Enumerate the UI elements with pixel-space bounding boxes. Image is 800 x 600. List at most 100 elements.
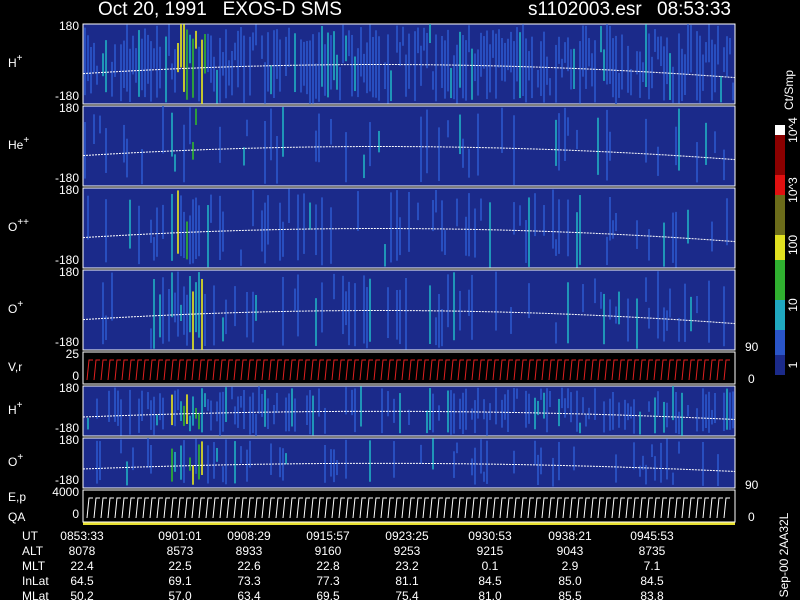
spectrum-streak	[513, 388, 515, 413]
spectrum-streak	[534, 193, 536, 237]
spectrum-streak	[225, 299, 227, 335]
spectrum-streak	[234, 406, 236, 425]
spectrum-streak	[438, 294, 440, 348]
spectrum-streak	[390, 192, 392, 263]
spectrum-streak	[699, 35, 701, 103]
spectrum-streak	[198, 444, 200, 480]
row-label: ALT	[22, 544, 44, 558]
panel-label: V,r	[8, 360, 22, 374]
y-tick-label: 0	[72, 369, 79, 383]
cb-cell	[775, 235, 785, 260]
spectrum-streak	[345, 291, 347, 326]
spectrum-streak	[648, 401, 650, 412]
spectrum-streak	[105, 128, 107, 173]
spectrum-streak	[378, 36, 380, 101]
spectrum-streak	[174, 451, 176, 472]
spectrum-streak	[249, 36, 251, 96]
table-cell: 77.3	[316, 574, 340, 588]
spectrum-streak	[93, 42, 95, 73]
spectrum-streak	[471, 274, 473, 340]
spectrum-streak	[375, 30, 377, 98]
spectrum-streak	[147, 438, 149, 468]
spectrum-streak	[330, 35, 332, 90]
row-label: MLT	[22, 559, 46, 573]
spectrum-streak	[225, 439, 227, 485]
spectrum-streak	[186, 221, 188, 260]
spectrum-streak	[135, 48, 137, 83]
spectrum-streak	[714, 44, 716, 93]
table-cell: 84.5	[478, 574, 502, 588]
spectrum-streak	[495, 33, 497, 99]
spectrum-streak	[180, 401, 182, 421]
spectrum-streak	[369, 122, 371, 167]
spectrum-streak	[303, 193, 305, 254]
spectrum-streak	[318, 388, 320, 417]
spectrum-streak	[198, 412, 200, 430]
spectrum-streak	[639, 411, 641, 435]
spectrum-streak	[420, 116, 422, 183]
spectrum-streak	[708, 24, 710, 63]
spectrum-streak	[105, 199, 107, 263]
spectrum-streak	[291, 388, 293, 427]
spectrum-streak	[627, 298, 629, 342]
spectrum-streak	[591, 53, 593, 87]
spectrum-streak	[678, 33, 680, 104]
spectrum-streak	[363, 275, 365, 344]
spectrum-streak	[228, 60, 230, 86]
spectrum-streak	[648, 229, 650, 261]
spectrum-streak	[285, 453, 287, 465]
spectrum-streak	[279, 447, 281, 478]
spectrum-streak	[243, 35, 245, 103]
y-tick-label: -180	[55, 421, 79, 435]
spectrum-streak	[582, 25, 584, 77]
spectrum-streak	[546, 388, 548, 433]
spectrum-streak	[696, 295, 698, 314]
spectrum-streak	[234, 441, 236, 484]
spectrum-streak	[570, 392, 572, 423]
table-cell: 22.6	[237, 559, 261, 573]
spectrum-streak	[696, 31, 698, 101]
spectrum-streak	[495, 271, 497, 331]
spectrum-streak	[468, 25, 470, 53]
spectrum-streak	[384, 244, 386, 267]
spectrum-streak	[270, 108, 272, 161]
spectrum-streak	[111, 61, 113, 97]
label-text: H	[8, 403, 17, 417]
spectrum-streak	[318, 113, 320, 163]
spectrum-streak	[567, 117, 569, 136]
spectrum-streak	[471, 408, 473, 420]
spectrum-streak	[441, 35, 443, 88]
panel-label: E,p	[8, 490, 26, 504]
spectrum-streak	[645, 24, 647, 87]
row-label: MLat	[22, 589, 49, 600]
spectrum-streak	[321, 282, 323, 333]
spectrum-streak	[333, 449, 335, 483]
spectrum-streak	[705, 394, 707, 429]
spectrum-streak	[681, 48, 683, 102]
spectrum-streak	[216, 401, 218, 422]
spectrum-streak	[426, 32, 428, 69]
spectrum-streak	[681, 392, 683, 436]
spectrum-streak	[645, 277, 647, 302]
spectrum-streak	[702, 388, 704, 432]
spectrum-streak	[354, 56, 356, 92]
spectrum-streak	[237, 30, 239, 88]
spectrum-streak	[516, 27, 518, 82]
row-label: UT	[22, 529, 39, 543]
spectrum-streak	[183, 405, 185, 426]
spectrum-streak	[564, 398, 566, 418]
spectrum-streak	[381, 388, 383, 434]
spectrum-streak	[453, 393, 455, 434]
spectrum-streak	[159, 46, 161, 89]
spectrum-streak	[540, 41, 542, 96]
spectrum-streak	[705, 42, 707, 63]
spectrum-streak	[606, 109, 608, 181]
right-tick-label: 0	[748, 372, 755, 386]
spectrum-streak	[432, 438, 434, 470]
table-cell: 85.0	[558, 574, 582, 588]
spectrum-streak	[393, 398, 395, 423]
spectrum-streak	[222, 317, 224, 342]
spectrum-streak	[414, 31, 416, 102]
spectrum-streak	[174, 292, 176, 323]
spectrum-streak	[222, 211, 224, 252]
